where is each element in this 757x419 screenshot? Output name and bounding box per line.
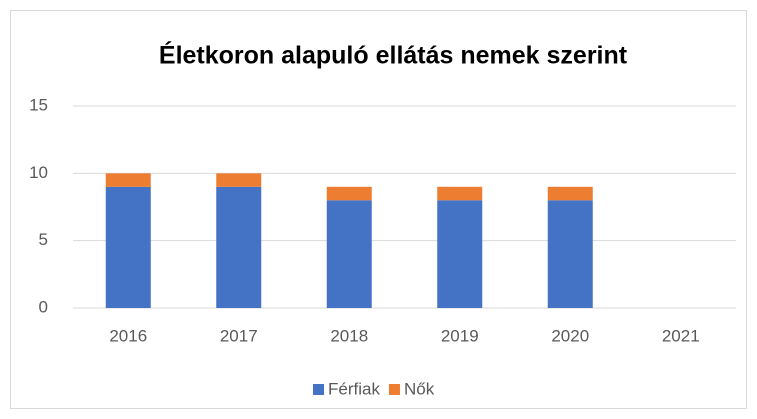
bar-segment bbox=[216, 186, 262, 308]
bar-segment bbox=[326, 200, 372, 308]
x-tick-label: 2016 bbox=[109, 326, 147, 345]
x-tick-label: 2019 bbox=[441, 326, 479, 345]
chart-title: Életkoron alapuló ellátás nemek szerint bbox=[159, 41, 628, 70]
bar-segment bbox=[547, 200, 593, 308]
legend-swatch bbox=[313, 384, 324, 395]
x-tick-label: 2020 bbox=[551, 326, 589, 345]
y-tick-label: 5 bbox=[39, 230, 48, 249]
bar-segment bbox=[437, 186, 483, 201]
y-tick-label: 15 bbox=[29, 95, 48, 114]
bar-segment bbox=[216, 173, 262, 187]
x-tick-label: 2017 bbox=[220, 326, 258, 345]
y-tick-label: 10 bbox=[29, 163, 48, 182]
legend-label: Nők bbox=[404, 379, 435, 398]
bar-segment bbox=[105, 173, 151, 187]
bar-segment bbox=[105, 186, 151, 308]
x-tick-label: 2018 bbox=[330, 326, 368, 345]
legend-swatch bbox=[388, 384, 400, 395]
bar-segment bbox=[437, 200, 483, 308]
bar-segment bbox=[547, 186, 593, 201]
legend-label: Férfiak bbox=[328, 379, 380, 398]
bar-segment bbox=[326, 186, 372, 201]
y-tick-label: 0 bbox=[39, 297, 48, 316]
x-tick-label: 2021 bbox=[662, 326, 700, 345]
